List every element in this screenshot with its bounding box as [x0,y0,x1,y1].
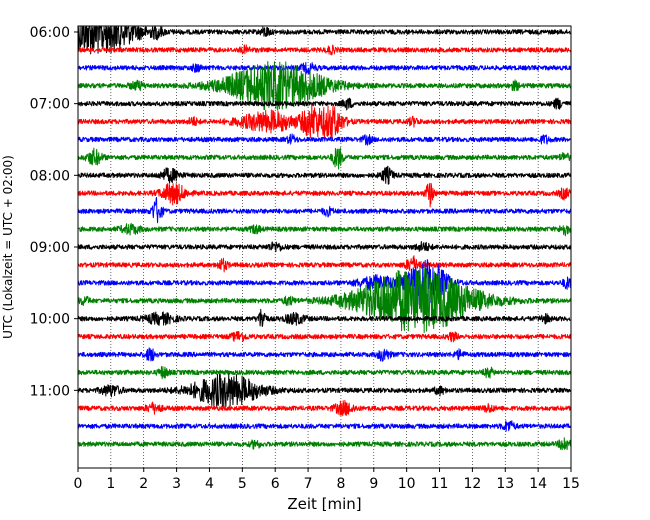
trace-0600 [77,26,572,55]
trace-1015 [77,330,572,343]
y-tick-label: 09:00 [30,240,70,256]
y-tick-label: 10:00 [30,312,70,328]
y-tick-label: 06:00 [30,25,70,41]
trace-1115 [77,399,572,417]
x-tick-label: 12 [463,476,481,492]
trace-0745 [77,147,572,170]
trace-0715 [77,103,572,140]
trace-0930 [77,259,572,309]
x-tick-label: 1 [106,476,115,492]
trace-1100 [77,373,572,409]
trace-1145 [77,437,572,451]
x-axis-title: Zeit [min] [287,495,361,513]
trace-0730 [77,133,572,146]
x-tick-label: 15 [562,476,580,492]
x-tick-label: 13 [496,476,514,492]
x-tick-label: 11 [431,476,449,492]
trace-0800 [77,165,572,185]
trace-1130 [77,420,572,432]
x-tick-label: 7 [304,476,313,492]
trace-0615 [77,44,572,56]
trace-1045 [77,366,572,380]
x-tick-label: 10 [398,476,416,492]
trace-0945 [77,267,572,334]
x-tick-label: 3 [172,476,181,492]
x-tick-label: 0 [74,476,83,492]
trace-0845 [77,222,572,237]
trace-0830 [77,196,572,224]
y-tick-label: 08:00 [30,168,70,184]
x-tick-label: 6 [271,476,280,492]
trace-0630 [77,61,572,75]
y-tick-label: 11:00 [30,383,70,399]
trace-0815 [77,182,572,208]
trace-1000 [77,308,572,327]
x-tick-label: 4 [205,476,214,492]
trace-0915 [77,255,572,274]
x-axis-ticks: 0 1 2 3 4 5 6 7 8 9 10 11 12 13 14 15 [74,468,580,492]
trace-0645 [77,61,572,111]
trace-0900 [77,241,572,253]
trace-0700 [77,97,572,111]
x-tick-label: 2 [139,476,148,492]
x-tick-label: 14 [529,476,547,492]
x-tick-label: 8 [336,476,345,492]
y-axis-title: UTC (Lokalzeit = UTC + 02:00) [1,155,15,339]
seismic-traces [77,26,572,451]
x-tick-label: 9 [369,476,378,492]
x-tick-label: 5 [238,476,247,492]
trace-1030 [77,347,572,362]
y-axis-ticks: 06:00 07:00 08:00 09:00 10:00 11:00 [30,25,78,399]
y-tick-label: 07:00 [30,97,70,113]
